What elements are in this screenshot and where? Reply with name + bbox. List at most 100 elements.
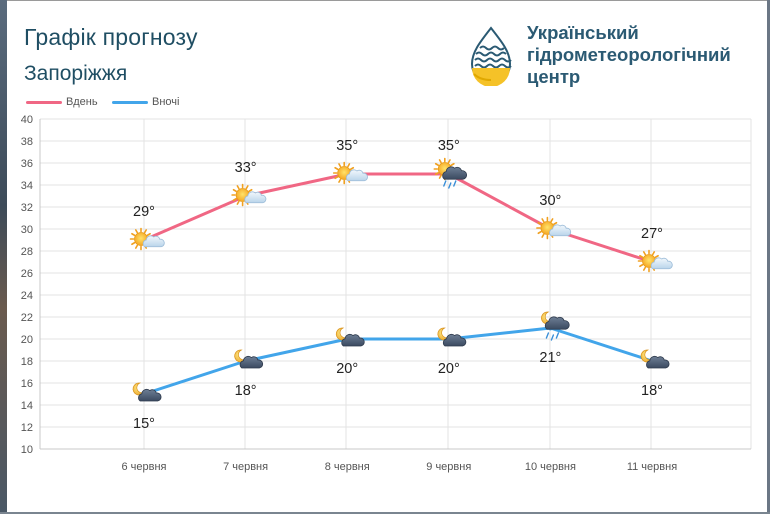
x-tick-label: 6 червня — [121, 461, 166, 473]
legend-night-label: Вночі — [152, 96, 180, 108]
sun-ray — [236, 185, 240, 190]
sun-ray — [248, 188, 253, 193]
y-tick-label: 12 — [21, 422, 33, 434]
y-tick-label: 10 — [21, 444, 33, 456]
y-tick-label: 28 — [21, 246, 33, 258]
sun-cloud-icon — [231, 183, 267, 207]
chart-grid — [39, 118, 752, 450]
sun-ray — [654, 254, 659, 259]
data-label-night: 18° — [235, 383, 257, 399]
sun-ray — [236, 200, 240, 205]
y-tick-label: 22 — [21, 312, 33, 324]
sun-ray — [349, 166, 355, 171]
series-line-night — [143, 326, 653, 396]
dark-cloud — [544, 316, 570, 330]
y-tick-label: 20 — [21, 334, 33, 346]
sun-ray — [553, 221, 558, 226]
sun-ray — [537, 230, 542, 235]
sun-ray — [639, 263, 644, 268]
sun-ray — [334, 175, 339, 180]
sun-ray — [450, 162, 455, 167]
legend-day-swatch — [26, 100, 62, 104]
y-tick-label: 32 — [21, 202, 33, 214]
sun-cloud-icon — [332, 161, 368, 185]
dark-cloud — [442, 166, 467, 180]
ukrhydromet-logo — [464, 26, 518, 86]
moon-cloud-icon — [234, 349, 264, 369]
rain-drop — [550, 334, 555, 341]
sun-ray — [541, 218, 545, 223]
y-tick-label: 14 — [21, 400, 33, 412]
cloud — [549, 224, 572, 237]
sun-ray — [651, 251, 656, 256]
dark-cloud — [341, 333, 365, 347]
sun-ray — [131, 232, 136, 237]
sun-ray — [347, 163, 351, 168]
legend-item-day[interactable]: Вдень — [26, 96, 98, 108]
sun-ray — [639, 254, 644, 259]
moon-cloud-icon — [335, 327, 365, 347]
sun-rain-cloud-icon — [433, 157, 467, 189]
background-edge-bottom — [0, 512, 770, 514]
organization-line-1: Український — [527, 22, 639, 43]
sun-ray — [146, 232, 151, 237]
moon-rain-cloud-icon — [541, 311, 570, 341]
y-tick-label: 30 — [21, 224, 33, 236]
x-tick-label: 7 червня — [223, 461, 268, 473]
sun-ray — [541, 233, 545, 238]
y-tick-label: 16 — [21, 378, 33, 390]
sun-ray — [642, 251, 647, 256]
y-tick-label: 36 — [21, 158, 33, 170]
data-label-night: 18° — [641, 383, 663, 399]
sun-ray — [232, 197, 237, 202]
data-label-night: 21° — [539, 350, 561, 366]
sun-ray — [642, 266, 647, 271]
data-label-day: 30° — [539, 193, 561, 209]
sun-ray — [131, 241, 136, 246]
sun-ray — [537, 221, 542, 226]
legend-day-label: Вдень — [66, 96, 98, 108]
data-label-night: 20° — [336, 361, 358, 377]
cloud — [244, 191, 267, 204]
y-tick-label: 24 — [21, 290, 33, 302]
organization-name: Український гідрометеорологічний центр — [527, 22, 731, 88]
sun-cloud-icon — [129, 227, 165, 251]
organization-line-3: центр — [527, 66, 581, 87]
dark-cloud — [646, 355, 670, 369]
sun-ray — [338, 163, 342, 168]
y-tick-label: 18 — [21, 356, 33, 368]
dark-cloud — [442, 333, 467, 347]
y-tick-label: 34 — [21, 180, 33, 192]
rain-drop — [448, 182, 452, 189]
sun-ray — [438, 174, 442, 179]
moon-cloud-icon — [132, 382, 162, 402]
organization-line-2: гідрометеорологічний — [527, 44, 731, 65]
moon-cloud-icon — [437, 327, 467, 347]
background-edge-right — [767, 0, 770, 514]
sun-ray — [434, 162, 440, 167]
cloud — [650, 257, 673, 270]
sun-cloud-icon — [637, 249, 673, 273]
y-tick-label: 38 — [21, 136, 33, 148]
data-label-night: 15° — [133, 416, 155, 432]
rain-drop — [443, 180, 447, 187]
dark-cloud — [239, 355, 264, 369]
sun-ray — [550, 218, 554, 223]
data-label-day: 35° — [336, 138, 358, 154]
data-label-day: 29° — [133, 204, 155, 220]
chart-title: Графік прогнозу — [24, 24, 198, 50]
cloud — [346, 169, 368, 182]
sun-ray — [245, 185, 249, 190]
data-label-day: 35° — [438, 138, 460, 154]
sun-ray — [434, 171, 440, 176]
data-label-day: 27° — [641, 226, 663, 242]
cloud — [142, 235, 165, 248]
legend-item-night[interactable]: Вночі — [112, 96, 179, 108]
series-line-day — [143, 172, 653, 264]
legend-night-swatch — [112, 100, 148, 104]
sun-ray — [334, 166, 339, 171]
sun-ray — [438, 159, 442, 164]
y-tick-label: 40 — [21, 114, 33, 126]
data-label-night: 20° — [438, 361, 460, 377]
